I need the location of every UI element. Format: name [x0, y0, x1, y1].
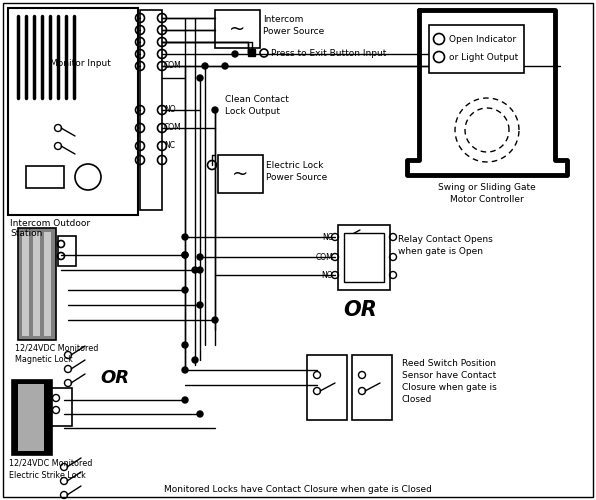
- Text: Power Source: Power Source: [266, 172, 327, 182]
- Text: or Light Output: or Light Output: [449, 52, 519, 62]
- Text: Press to Exit Button Input: Press to Exit Button Input: [271, 48, 386, 58]
- Circle shape: [197, 75, 203, 81]
- Text: Monitored Locks have Contact Closure when gate is Closed: Monitored Locks have Contact Closure whe…: [164, 486, 432, 494]
- Circle shape: [182, 287, 188, 293]
- Text: OR: OR: [343, 300, 377, 320]
- Bar: [218, 155, 263, 193]
- Text: Magnetic Lock: Magnetic Lock: [15, 356, 73, 364]
- Bar: [18, 228, 56, 340]
- Text: Sensor have Contact: Sensor have Contact: [402, 370, 496, 380]
- Text: COM: COM: [315, 252, 333, 262]
- Text: Reed Switch Position: Reed Switch Position: [402, 358, 496, 368]
- Text: Swing or Sliding Gate: Swing or Sliding Gate: [438, 182, 536, 192]
- Circle shape: [202, 63, 208, 69]
- Bar: [352, 355, 392, 420]
- Circle shape: [197, 411, 203, 417]
- Text: Closure when gate is: Closure when gate is: [402, 382, 496, 392]
- Bar: [8, 8, 138, 215]
- Text: Monitor Input: Monitor Input: [49, 58, 110, 68]
- Text: ~: ~: [232, 164, 249, 184]
- Circle shape: [197, 302, 203, 308]
- Circle shape: [212, 317, 218, 323]
- Circle shape: [182, 342, 188, 348]
- Bar: [33, 232, 40, 336]
- Bar: [52, 388, 72, 426]
- Circle shape: [197, 254, 203, 260]
- Text: NO: NO: [164, 106, 176, 114]
- Circle shape: [182, 397, 188, 403]
- Bar: [344, 233, 384, 282]
- Bar: [338, 225, 390, 290]
- Text: Intercom: Intercom: [263, 16, 303, 24]
- Text: NC: NC: [322, 232, 333, 241]
- Bar: [26, 166, 64, 188]
- Circle shape: [182, 252, 188, 258]
- Bar: [58, 236, 76, 266]
- Bar: [307, 355, 347, 420]
- Text: Closed: Closed: [402, 394, 432, 404]
- Text: COM: COM: [164, 62, 182, 70]
- Text: Relay Contact Opens: Relay Contact Opens: [398, 236, 493, 244]
- Bar: [18, 384, 44, 451]
- Text: ~: ~: [229, 20, 246, 38]
- Text: NO: NO: [321, 270, 333, 280]
- Text: Motor Controller: Motor Controller: [450, 194, 524, 203]
- Bar: [22, 232, 29, 336]
- Text: OR: OR: [101, 369, 129, 387]
- Bar: [12, 380, 52, 455]
- Text: 12/24VDC Monitored: 12/24VDC Monitored: [9, 458, 92, 468]
- Text: Electric Lock: Electric Lock: [266, 160, 324, 170]
- Bar: [140, 10, 162, 210]
- Circle shape: [222, 63, 228, 69]
- Bar: [215, 10, 260, 48]
- Text: Station: Station: [10, 228, 42, 237]
- Text: COM: COM: [164, 124, 182, 132]
- Text: Open Indicator: Open Indicator: [449, 34, 516, 43]
- Bar: [248, 49, 255, 56]
- Circle shape: [182, 234, 188, 240]
- Text: Power Source: Power Source: [263, 28, 324, 36]
- Text: 12/24VDC Monitored: 12/24VDC Monitored: [15, 344, 98, 352]
- Text: Clean Contact: Clean Contact: [225, 96, 289, 104]
- Circle shape: [212, 107, 218, 113]
- Circle shape: [182, 252, 188, 258]
- Circle shape: [232, 51, 238, 57]
- Circle shape: [192, 357, 198, 363]
- Text: Electric Strike Lock: Electric Strike Lock: [9, 470, 86, 480]
- Circle shape: [197, 267, 203, 273]
- Circle shape: [182, 367, 188, 373]
- Text: Lock Output: Lock Output: [225, 108, 280, 116]
- Bar: [429, 25, 524, 73]
- Text: Intercom Outdoor: Intercom Outdoor: [10, 218, 90, 228]
- Text: NC: NC: [164, 142, 175, 150]
- Circle shape: [192, 267, 198, 273]
- Bar: [44, 232, 51, 336]
- Text: when gate is Open: when gate is Open: [398, 248, 483, 256]
